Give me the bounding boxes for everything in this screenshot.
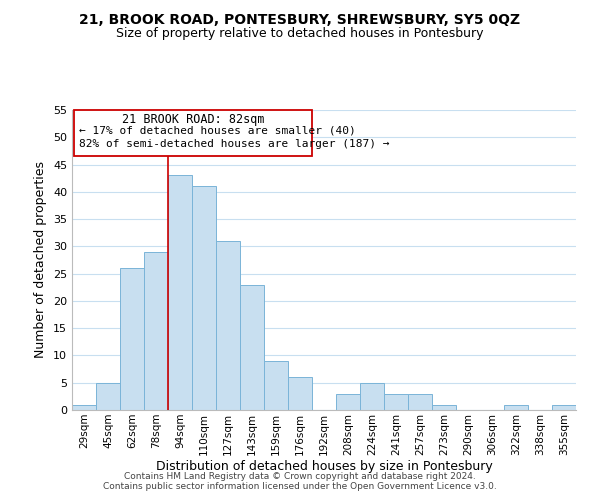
Bar (144, 252, 168, 410)
Bar (120, 268, 144, 410)
X-axis label: Distribution of detached houses by size in Pontesbury: Distribution of detached houses by size … (155, 460, 493, 473)
Bar (336, 394, 360, 410)
Bar (504, 404, 528, 410)
Text: Size of property relative to detached houses in Pontesbury: Size of property relative to detached ho… (116, 28, 484, 40)
Bar (96, 382, 120, 410)
Text: 82% of semi-detached houses are larger (187) →: 82% of semi-detached houses are larger (… (79, 139, 389, 149)
Text: 21, BROOK ROAD, PONTESBURY, SHREWSBURY, SY5 0QZ: 21, BROOK ROAD, PONTESBURY, SHREWSBURY, … (79, 12, 521, 26)
Bar (432, 404, 456, 410)
Y-axis label: Number of detached properties: Number of detached properties (34, 162, 47, 358)
Bar (72, 404, 96, 410)
Bar (408, 394, 432, 410)
Bar (216, 241, 240, 410)
Text: Contains HM Land Registry data © Crown copyright and database right 2024.: Contains HM Land Registry data © Crown c… (124, 472, 476, 481)
Bar (192, 186, 216, 410)
Text: Contains public sector information licensed under the Open Government Licence v3: Contains public sector information licen… (103, 482, 497, 491)
Bar (264, 361, 288, 410)
Bar (288, 378, 312, 410)
Bar (240, 284, 264, 410)
Bar (168, 176, 192, 410)
Text: ← 17% of detached houses are smaller (40): ← 17% of detached houses are smaller (40… (79, 126, 355, 136)
FancyBboxPatch shape (74, 110, 312, 156)
Text: 21 BROOK ROAD: 82sqm: 21 BROOK ROAD: 82sqm (122, 113, 264, 126)
Bar (552, 404, 576, 410)
Bar (384, 394, 408, 410)
Bar (360, 382, 384, 410)
